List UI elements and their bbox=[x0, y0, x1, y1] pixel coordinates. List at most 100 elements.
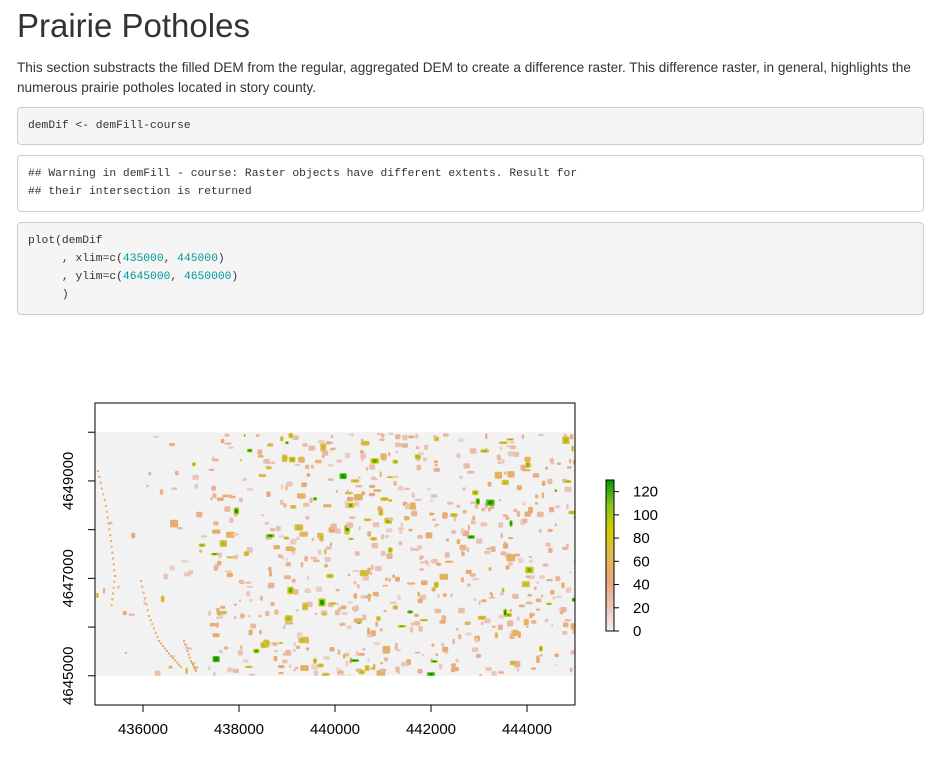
pothole-cell bbox=[224, 433, 230, 437]
pothole-cell bbox=[419, 555, 424, 559]
pothole-cell bbox=[419, 568, 425, 571]
pothole-cell bbox=[347, 573, 351, 577]
pothole-cell bbox=[480, 621, 484, 625]
pothole-cell bbox=[258, 615, 262, 618]
pothole-cell bbox=[565, 543, 569, 550]
pothole-core bbox=[526, 463, 530, 467]
pothole-cell bbox=[540, 654, 543, 657]
pothole-core bbox=[352, 659, 357, 662]
pothole-core bbox=[320, 600, 324, 605]
pothole-cell bbox=[408, 435, 415, 439]
pothole-cell bbox=[454, 666, 459, 672]
pothole-cell bbox=[407, 582, 416, 585]
pothole-cell bbox=[540, 594, 544, 598]
pothole-core bbox=[352, 480, 358, 482]
pothole-cell bbox=[529, 612, 533, 619]
pothole-cell bbox=[505, 565, 510, 570]
pothole-cell bbox=[209, 622, 216, 627]
pothole-cell bbox=[257, 449, 263, 455]
pothole-cell bbox=[285, 649, 292, 656]
pothole-cell bbox=[168, 665, 173, 669]
pothole-cell bbox=[296, 536, 300, 541]
pothole-cell bbox=[566, 503, 569, 510]
pothole-core bbox=[435, 437, 438, 441]
pothole-cell bbox=[410, 502, 416, 510]
pothole-cell bbox=[397, 594, 401, 601]
pothole-cell bbox=[570, 650, 575, 655]
pothole-cell bbox=[346, 496, 354, 502]
pothole-cell bbox=[285, 546, 294, 552]
pothole-cell bbox=[210, 497, 213, 501]
pothole-core bbox=[323, 613, 326, 615]
pothole-cell bbox=[484, 550, 491, 555]
pothole-cell bbox=[360, 457, 364, 461]
pothole-cell bbox=[249, 599, 253, 602]
pothole-core bbox=[214, 657, 218, 661]
pothole-core bbox=[488, 500, 493, 505]
pothole-core bbox=[328, 574, 332, 578]
pothole-core bbox=[244, 434, 246, 437]
pothole-cell bbox=[547, 528, 553, 532]
pothole-cell bbox=[563, 622, 569, 628]
pothole-core bbox=[330, 602, 335, 605]
pothole-cell bbox=[458, 607, 465, 614]
pothole-core bbox=[222, 611, 226, 614]
pothole-cell bbox=[336, 603, 339, 606]
pothole-core bbox=[289, 434, 292, 438]
pothole-core bbox=[377, 617, 380, 620]
pothole-cell bbox=[288, 664, 292, 668]
pothole-cell bbox=[562, 631, 568, 635]
stream-cell bbox=[144, 597, 146, 600]
pothole-cell bbox=[523, 518, 528, 524]
pothole-core bbox=[324, 549, 326, 554]
pothole-cell bbox=[441, 615, 447, 622]
pothole-cell bbox=[471, 647, 479, 652]
pothole-cell bbox=[362, 614, 367, 621]
pothole-core bbox=[240, 459, 242, 461]
pothole-core bbox=[428, 673, 433, 676]
pothole-cell bbox=[555, 663, 558, 666]
pothole-core bbox=[347, 503, 353, 507]
pothole-cell bbox=[379, 471, 382, 478]
stream-cell bbox=[142, 591, 145, 594]
pothole-cell bbox=[439, 620, 446, 624]
pothole-cell bbox=[373, 642, 381, 645]
pothole-cell bbox=[353, 618, 363, 623]
stream-cell bbox=[146, 609, 149, 612]
pothole-cell bbox=[367, 658, 370, 663]
pothole-cell bbox=[532, 473, 540, 478]
pothole-core bbox=[218, 613, 221, 616]
pothole-cell bbox=[128, 613, 135, 616]
pothole-cell bbox=[312, 559, 320, 563]
pothole-cell bbox=[291, 578, 296, 583]
pothole-cell bbox=[551, 624, 554, 627]
pothole-cell bbox=[456, 504, 461, 508]
pothole-cell bbox=[569, 458, 572, 464]
pothole-cell bbox=[411, 492, 415, 498]
pothole-cell bbox=[506, 445, 513, 448]
pothole-cell bbox=[266, 491, 271, 497]
stream-cell bbox=[114, 575, 116, 577]
pothole-cell bbox=[516, 616, 520, 621]
pothole-cell bbox=[322, 450, 329, 456]
pothole-cell bbox=[220, 613, 224, 619]
pothole-cell bbox=[397, 486, 404, 491]
plot-axes: 436000 438000 440000 442000 444000 4645000 464… bbox=[60, 402, 576, 738]
legend-tick-label: 0 bbox=[633, 623, 641, 640]
pothole-cell bbox=[442, 593, 447, 597]
pothole-cell bbox=[393, 475, 399, 479]
pothole-cell bbox=[371, 542, 379, 549]
pothole-cell bbox=[358, 653, 365, 656]
pothole-cell bbox=[479, 673, 482, 676]
pothole-cell bbox=[296, 609, 299, 612]
pothole-cell bbox=[512, 596, 520, 599]
pothole-core bbox=[432, 660, 437, 663]
pothole-cell bbox=[273, 545, 280, 550]
pothole-cell bbox=[237, 650, 243, 656]
pothole-cell bbox=[416, 458, 421, 462]
stream-cell bbox=[156, 635, 159, 638]
pothole-cell bbox=[305, 647, 310, 651]
pothole-core bbox=[320, 535, 323, 540]
pothole-cell bbox=[358, 526, 361, 531]
pothole-cell bbox=[343, 500, 348, 503]
